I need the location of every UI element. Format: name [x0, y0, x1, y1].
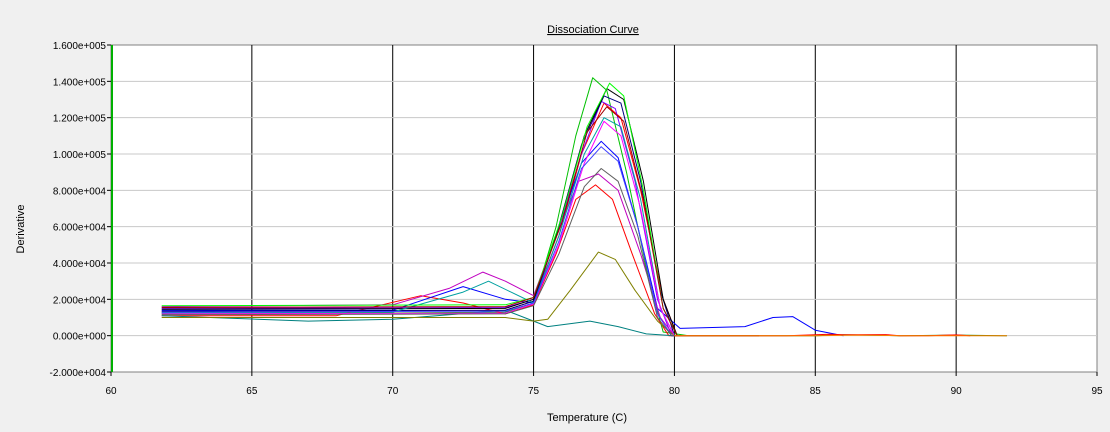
series-line-2: [161, 184, 731, 337]
y-tick-label: 8.000e+004: [53, 186, 107, 197]
y-tick-label: 1.000e+005: [53, 150, 107, 161]
x-tick-label: 80: [669, 386, 681, 397]
series-line-4: [161, 140, 844, 337]
series-layer: [161, 77, 1007, 337]
y-tick-label: 2.000e+004: [53, 295, 107, 306]
y-tick-label: 4.000e+004: [53, 259, 107, 270]
x-tick-label: 90: [951, 386, 963, 397]
y-axis-label: Derivative: [15, 205, 27, 254]
y-tick-label: -2.000e+004: [50, 368, 107, 379]
y-ticks: -2.000e+004 0.000e+000 2.000e+004 4.000e+00…: [50, 41, 111, 379]
series-line-13: [161, 120, 759, 337]
y-tick-label: 0.000e+000: [53, 332, 107, 343]
y-tick-label: 1.200e+005: [53, 114, 107, 125]
x-tick-label: 70: [387, 386, 399, 397]
series-line-8: [161, 251, 731, 337]
x-axis-label: Temperature (C): [547, 412, 627, 424]
y-tick-label: 1.400e+005: [53, 77, 107, 88]
x-tick-label: 65: [246, 386, 258, 397]
series-line-9: [161, 95, 759, 337]
y-tick-label: 1.600e+005: [53, 41, 107, 52]
series-line-19: [674, 334, 1007, 337]
x-tick-label: 85: [810, 386, 822, 397]
series-line-15: [161, 106, 759, 337]
x-ticks: 60 65 70 75 80 85 90 95: [105, 372, 1103, 397]
series-line-7: [161, 309, 731, 337]
x-tick-label: 95: [1091, 386, 1103, 397]
x-tick-label: 75: [528, 386, 540, 397]
y-tick-label: 6.000e+004: [53, 223, 107, 234]
x-tick-label: 60: [105, 386, 117, 397]
series-line-1: [161, 77, 759, 337]
chart-title: Dissociation Curve: [547, 24, 639, 36]
series-line-14: [161, 146, 759, 337]
series-line-16: [161, 168, 759, 337]
